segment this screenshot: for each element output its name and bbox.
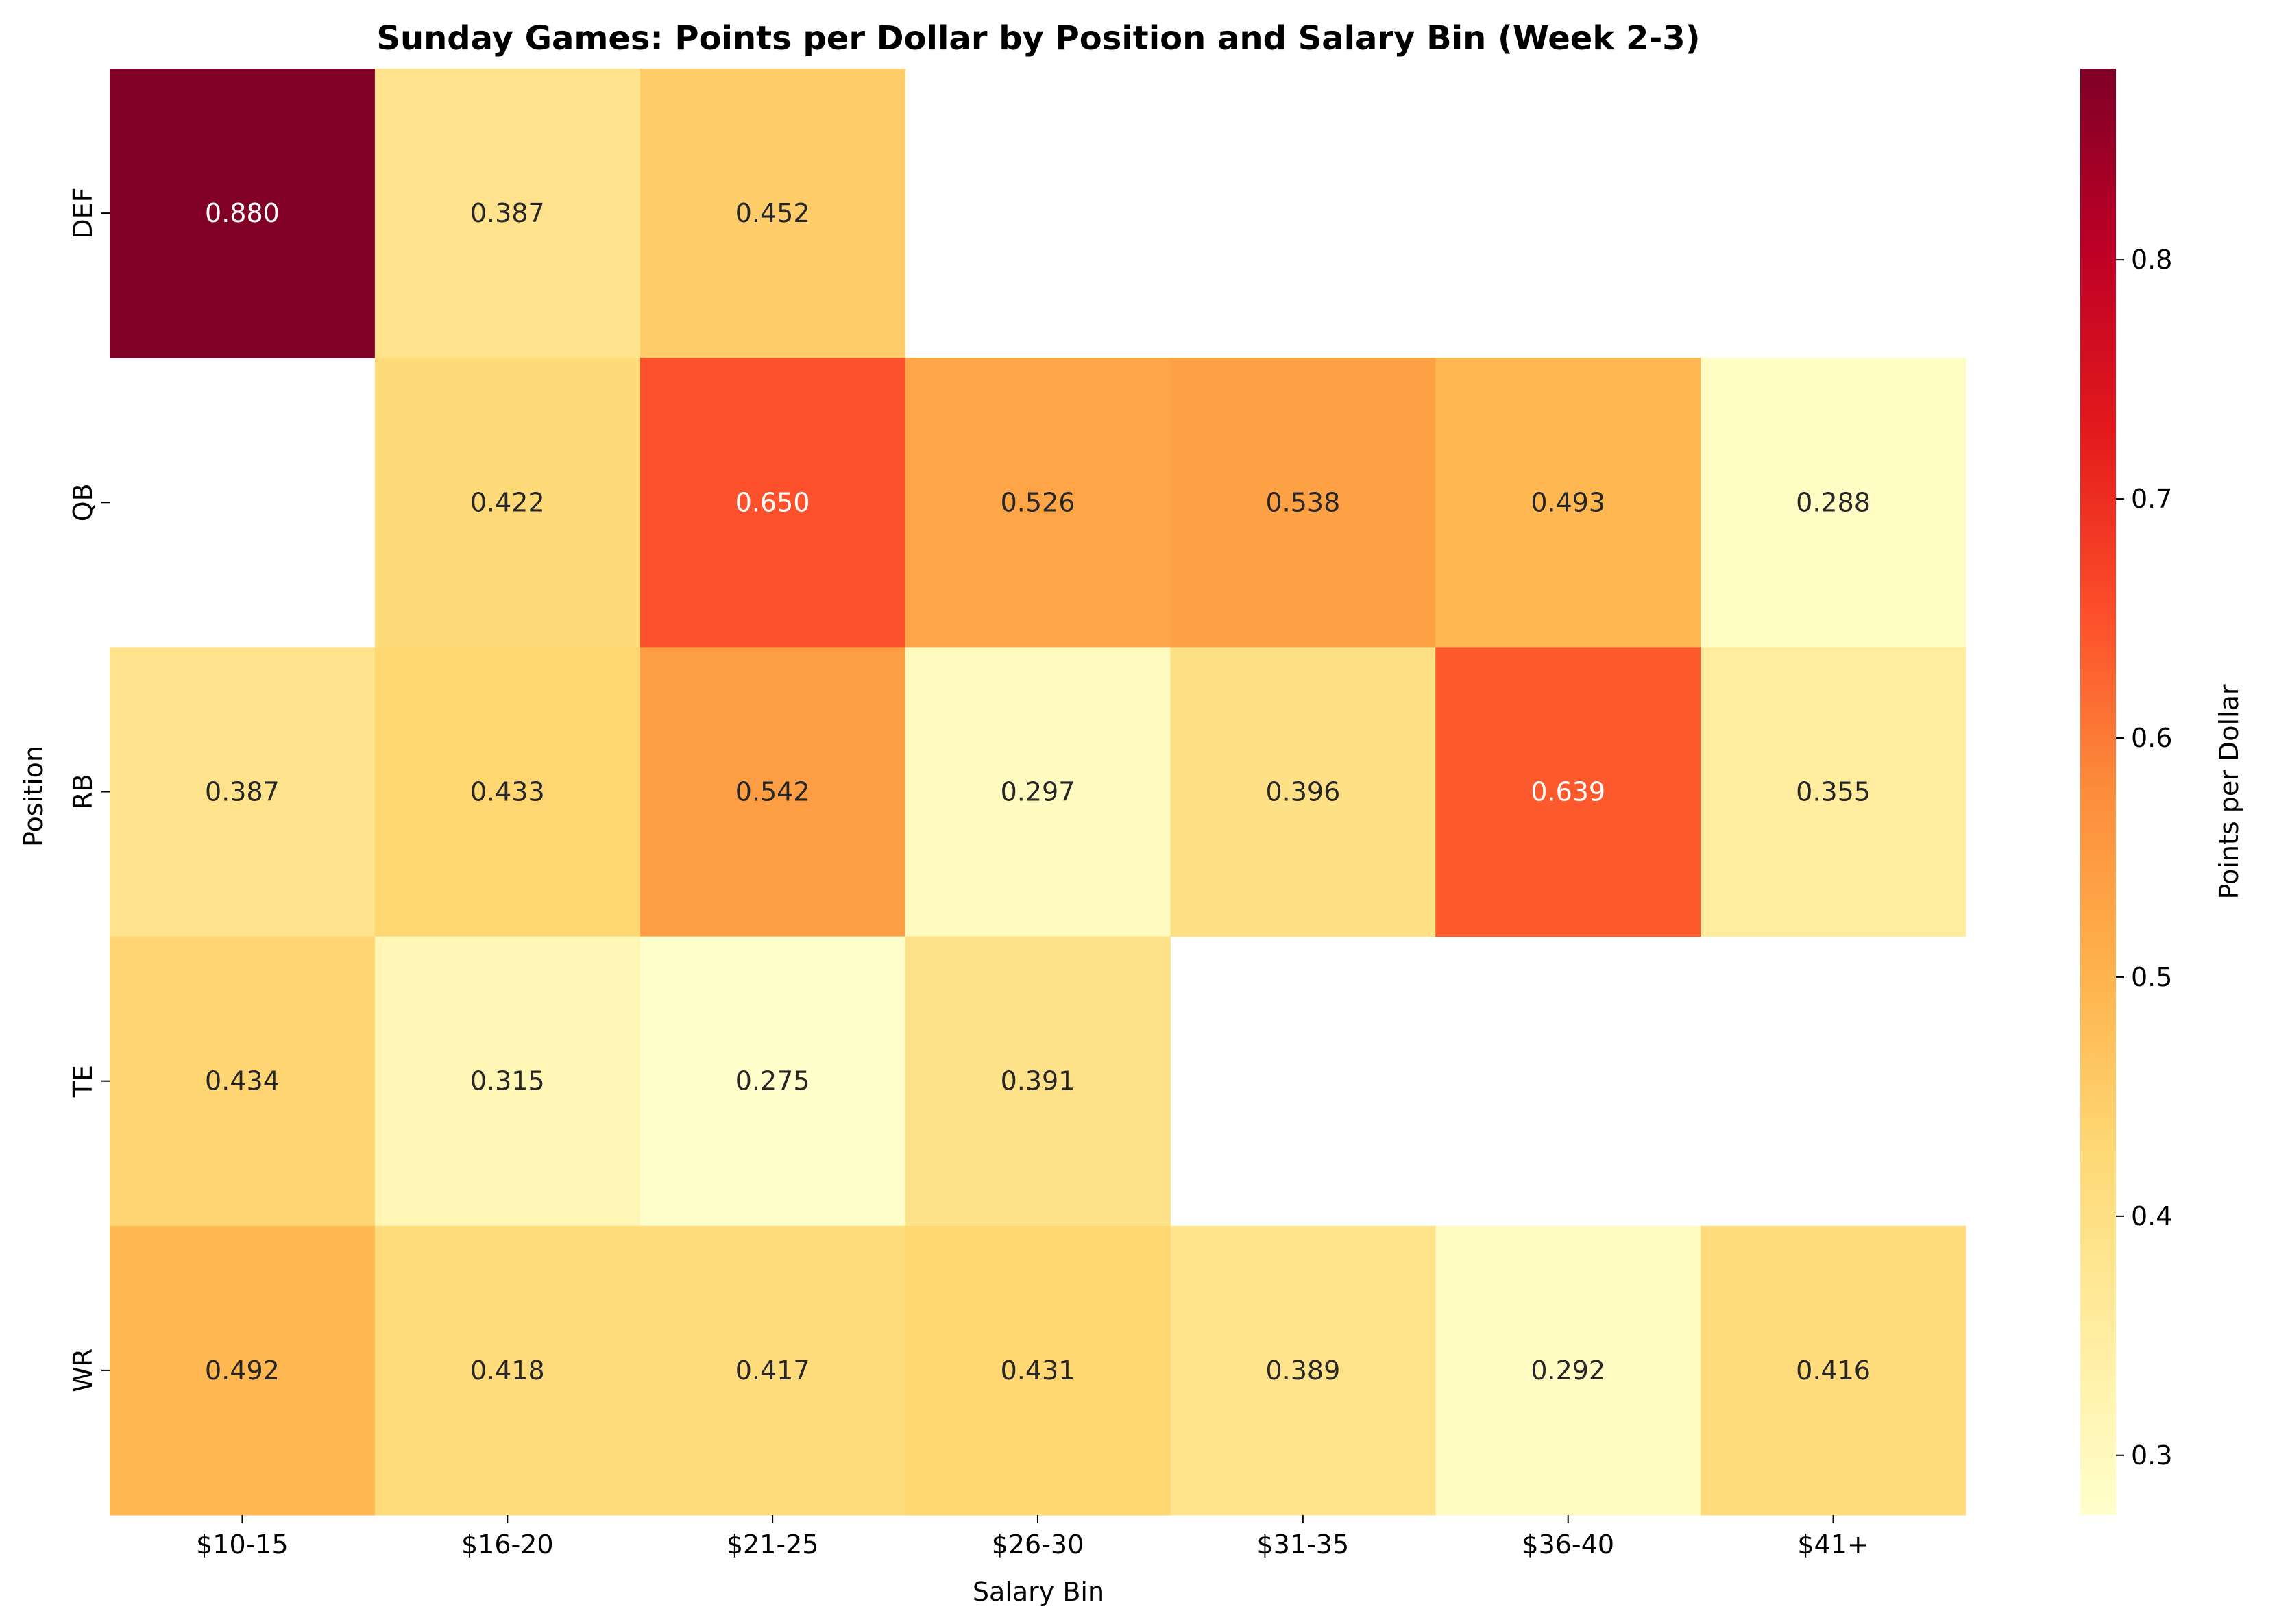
heatmap-cell [640,1225,906,1516]
colorbar-ticks: 0.3 0.4 0.5 0.6 0.7 0.8 [2116,245,2172,1471]
cell-value-label: 0.538 [1265,487,1340,517]
heatmap-cell [1701,1225,1966,1516]
cell-value-label: 0.387 [470,198,545,228]
heatmap-cell [905,936,1171,1227]
heatmap-cell [640,69,906,358]
cell-value-label: 0.297 [1001,777,1075,807]
y-tick-label: TE [68,1065,98,1098]
heatmap-cell [1170,647,1436,937]
heatmap-cell [1170,358,1436,648]
colorbar [2080,69,2116,1515]
cell-value-label: 0.418 [470,1355,545,1386]
x-tick-label: $31-35 [1257,1529,1350,1560]
x-tick-label: $10-15 [196,1529,289,1560]
x-tick-label: $41+ [1797,1529,1868,1560]
heatmap-cell [905,358,1171,648]
x-tick-label: $36-40 [1522,1529,1614,1560]
cell-value-label: 0.288 [1796,487,1871,517]
heatmap-cell [1701,647,1966,937]
cell-value-label: 0.391 [1001,1066,1075,1096]
cell-value-label: 0.492 [205,1355,280,1386]
heatmap-cell [1435,647,1701,937]
heatmap-cell [1701,358,1966,648]
cell-value-label: 0.526 [1001,487,1075,517]
x-tick-label: $26-30 [992,1529,1084,1560]
heatmap-cell [1435,358,1701,648]
heatmap-cell [640,647,906,937]
colorbar-tick-label: 0.6 [2131,723,2172,753]
cell-value-label: 0.396 [1265,777,1340,807]
cell-value-label: 0.650 [735,487,810,517]
y-tick-label: RB [68,774,98,809]
heatmap-cell [110,936,376,1227]
cell-value-label: 0.417 [735,1355,810,1386]
cell-value-label: 0.387 [205,777,280,807]
heatmap-cells: 0.880 0.387 0.452 0.422 0.650 0.526 0.538 0.493… [110,69,1966,1516]
heatmap-cell [374,358,641,648]
y-axis-ticks: DEF QB RB TE WR [68,188,110,1392]
cell-value-label: 0.315 [470,1066,545,1096]
cell-value-label: 0.422 [470,487,545,517]
cell-value-label: 0.292 [1531,1355,1605,1386]
cell-value-label: 0.639 [1531,777,1605,807]
cell-value-label: 0.493 [1531,487,1605,517]
heatmap-cell [1170,1225,1436,1516]
heatmap-cell [374,1225,641,1516]
heatmap-cell [640,358,906,648]
heatmap-cell [640,936,906,1227]
heatmap-cell [374,69,641,358]
cell-value-label: 0.389 [1265,1355,1340,1386]
x-axis-label: Salary Bin [973,1577,1104,1607]
cell-value-label: 0.433 [470,777,545,807]
colorbar-tick-label: 0.5 [2131,962,2172,992]
cell-value-label: 0.416 [1796,1355,1871,1386]
heatmap-cell [1435,1225,1701,1516]
cell-value-label: 0.452 [735,198,810,228]
y-tick-label: WR [68,1349,98,1392]
colorbar-tick-label: 0.7 [2131,484,2172,514]
cell-value-label: 0.431 [1001,1355,1075,1386]
x-tick-label: $21-25 [727,1529,819,1560]
heatmap-cell [905,647,1171,937]
y-axis-label: Position [19,746,49,847]
cell-value-label: 0.880 [205,198,280,228]
y-tick-label: DEF [68,188,98,239]
heatmap-cell [110,69,376,358]
heatmap-cell [374,647,641,937]
x-tick-label: $16-20 [461,1529,554,1560]
cell-value-label: 0.275 [735,1066,810,1096]
x-axis-ticks: $10-15 $16-20 $21-25 $26-30 $31-35 $36-40 $41+ [196,1515,1869,1560]
heatmap-cell [110,647,376,937]
cell-value-label: 0.434 [205,1066,280,1096]
colorbar-tick-label: 0.3 [2131,1440,2172,1471]
heatmap-cell [110,1225,376,1516]
colorbar-label: Points per Dollar [2214,684,2244,899]
chart-title: Sunday Games: Points per Dollar by Posit… [376,19,1700,58]
y-tick-label: QB [68,483,98,521]
colorbar-tick-label: 0.4 [2131,1201,2172,1231]
cell-value-label: 0.355 [1796,777,1871,807]
colorbar-tick-label: 0.8 [2131,245,2172,275]
heatmap-cell [374,936,641,1227]
cell-value-label: 0.542 [735,777,810,807]
heatmap-cell [905,1225,1171,1516]
